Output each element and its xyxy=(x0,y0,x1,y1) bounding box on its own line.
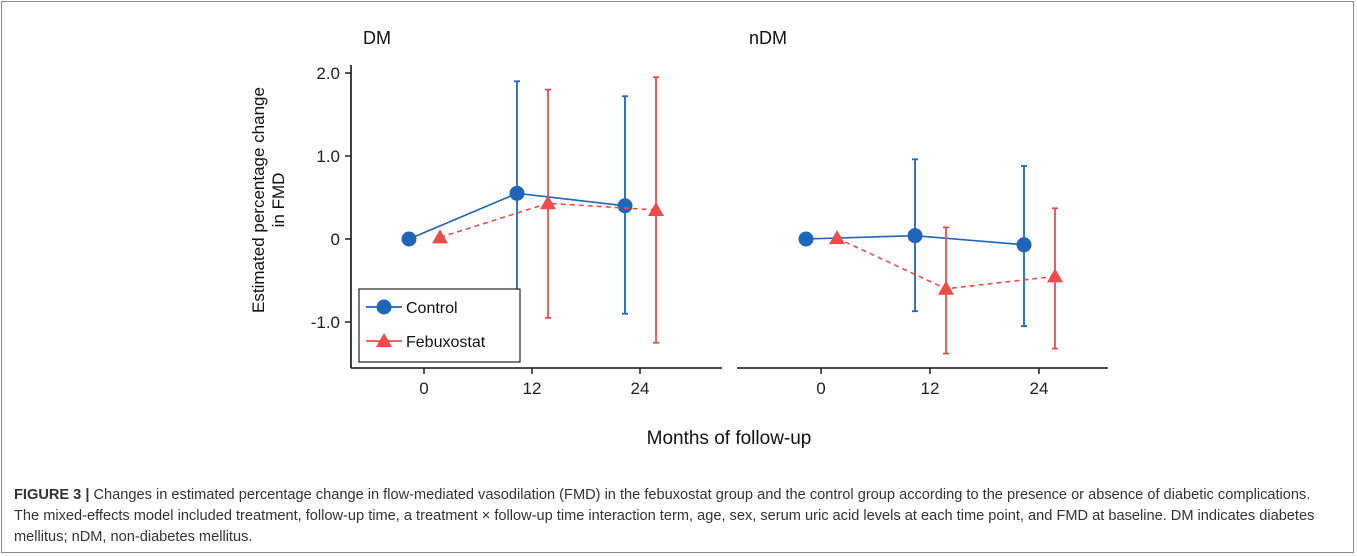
legend-marker-circle xyxy=(376,299,392,315)
x-axis-label: Months of follow-up xyxy=(647,428,812,449)
y-axis-label: Estimated percentage changein FMD xyxy=(249,87,288,313)
data-point-febuxostat xyxy=(648,201,664,216)
data-point-febuxostat xyxy=(1047,268,1063,283)
axes: 2.0 1.0 0 -1.0 Estimated percentage changein… xyxy=(249,28,1108,449)
x-tick-label: 24 xyxy=(631,379,650,398)
y-tick-label: -1.0 xyxy=(311,313,340,332)
data-point-febuxostat xyxy=(829,230,845,245)
legend-label: Febuxostat xyxy=(406,334,486,351)
y-tick-label: 2.0 xyxy=(316,64,340,83)
data-point-febuxostat xyxy=(540,195,556,210)
data-point-febuxostat xyxy=(938,280,954,295)
data-point-control xyxy=(798,231,814,247)
x-tick-label: 0 xyxy=(419,379,428,398)
data-point-control xyxy=(617,198,633,214)
caption-label: FIGURE 3 | xyxy=(14,487,90,503)
data-point-control xyxy=(401,231,417,247)
legend-label: Control xyxy=(406,300,458,317)
data-point-control xyxy=(1016,237,1032,253)
x-tick-label: 12 xyxy=(523,379,542,398)
x-tick-label: 24 xyxy=(1030,379,1049,398)
x-tick-label: 0 xyxy=(816,379,825,398)
legend: Control Febuxostat xyxy=(358,288,521,363)
panel-title: nDM xyxy=(749,28,787,48)
y-tick-label: 1.0 xyxy=(316,147,340,166)
y-tick-label: 0 xyxy=(331,230,340,249)
figure-caption: FIGURE 3 | Changes in estimated percenta… xyxy=(14,485,1339,548)
data-point-control xyxy=(509,185,525,201)
chart: 2.0 1.0 0 -1.0 Estimated percentage changein… xyxy=(249,28,1108,449)
series-line-febuxostat xyxy=(439,202,657,239)
caption-text: Changes in estimated percentage change i… xyxy=(14,487,1315,545)
legend-marker-triangle xyxy=(376,333,392,347)
x-tick-label: 12 xyxy=(921,379,940,398)
chart-marks xyxy=(401,76,1063,355)
panel-title: DM xyxy=(363,28,391,48)
data-point-control xyxy=(907,228,923,244)
data-point-febuxostat xyxy=(432,229,448,244)
